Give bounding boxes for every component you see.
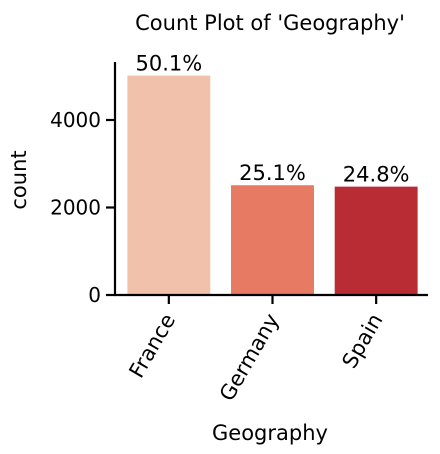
bar-spain xyxy=(334,186,418,295)
y-tick-label: 2000 xyxy=(50,196,101,220)
x-axis-label: Geography xyxy=(212,421,328,445)
bar-france xyxy=(127,75,211,295)
y-tick-label: 0 xyxy=(88,283,101,307)
bar-label-spain: 24.8% xyxy=(343,163,410,187)
y-axis-label: count xyxy=(7,150,31,209)
y-tick-label: 4000 xyxy=(50,108,101,132)
x-tick-label-france: France xyxy=(124,310,180,382)
x-tick-label-spain: Spain xyxy=(337,310,387,373)
chart-title: Count Plot of 'Geography' xyxy=(135,11,405,35)
bar-label-france: 50.1% xyxy=(135,52,202,76)
x-ticks-group: France Germany Spain xyxy=(124,295,387,405)
y-ticks-group: 0 2000 4000 xyxy=(50,108,115,307)
bar-label-germany: 25.1% xyxy=(239,161,306,185)
bars-group xyxy=(127,75,418,295)
bar-germany xyxy=(231,185,314,295)
x-tick-label-germany: Germany xyxy=(215,310,284,406)
bar-labels-group: 50.1% 25.1% 24.8% xyxy=(135,52,409,187)
